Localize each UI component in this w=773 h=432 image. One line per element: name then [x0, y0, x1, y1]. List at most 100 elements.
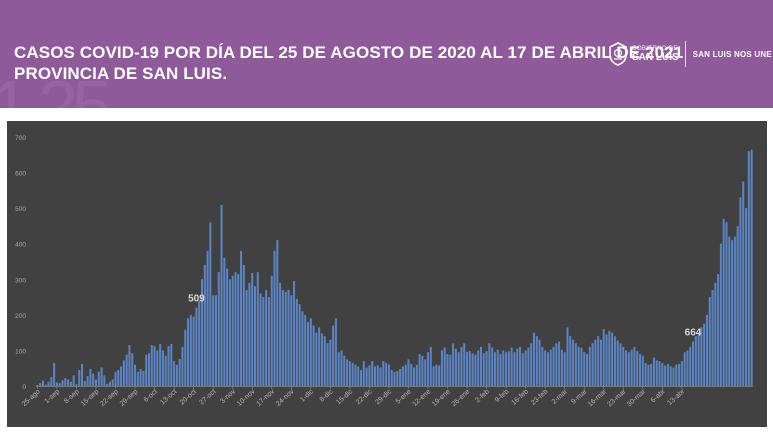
bar	[41, 380, 44, 386]
bar	[639, 353, 642, 386]
x-tick-label: 15-dic	[335, 388, 354, 406]
x-tick-label: 16-mar	[587, 388, 609, 408]
bar	[315, 332, 318, 386]
bar	[371, 361, 374, 386]
bar	[184, 329, 187, 386]
bar	[108, 381, 111, 386]
bar	[452, 343, 455, 386]
x-tick-label: 24-nov	[275, 388, 296, 408]
page-title: CASOS COVID-19 POR DÍA DEL 25 DE AGOSTO …	[14, 42, 683, 84]
x-tick-label: 2-mar	[551, 388, 570, 406]
bar	[438, 365, 441, 386]
bar	[120, 366, 123, 386]
bar	[309, 318, 312, 386]
bar	[267, 297, 270, 386]
bar	[474, 354, 477, 386]
y-tick-label: 700	[15, 135, 26, 142]
bar	[390, 369, 393, 386]
x-tick-label: 2-feb	[474, 388, 491, 404]
bar	[61, 380, 64, 386]
bar	[346, 359, 349, 386]
bar	[103, 375, 106, 386]
x-tick-label: 9-feb	[494, 388, 511, 404]
x-tick-label: 30-mar	[626, 388, 648, 408]
bar	[611, 332, 614, 386]
bar	[320, 333, 323, 386]
bar	[454, 348, 457, 386]
bar	[527, 347, 530, 386]
bar	[544, 350, 547, 386]
bar	[644, 362, 647, 386]
bar	[468, 351, 471, 386]
bar	[410, 363, 413, 386]
bar	[591, 343, 594, 386]
bar	[117, 369, 120, 386]
bar	[198, 300, 201, 386]
x-tick-label: 17-nov	[255, 388, 276, 408]
x-tick-label: 16-feb	[511, 388, 531, 407]
bar	[418, 353, 421, 386]
bar	[284, 291, 287, 386]
bar	[683, 352, 686, 386]
bar	[739, 197, 742, 386]
bar	[293, 281, 296, 386]
bar	[424, 359, 427, 386]
bar	[360, 369, 363, 386]
bar	[265, 289, 268, 386]
bar	[357, 366, 360, 386]
bar	[281, 289, 284, 386]
bar	[725, 222, 728, 386]
bar	[270, 275, 273, 386]
bar	[569, 336, 572, 386]
bar	[242, 265, 245, 386]
bar	[147, 353, 150, 386]
provincial-seal-icon	[609, 42, 627, 66]
bar	[178, 358, 181, 386]
x-tick-label: 15-sep	[80, 388, 101, 408]
x-tick-label: 23-mar	[606, 388, 628, 408]
bar	[675, 364, 678, 386]
bar	[396, 371, 399, 386]
bar	[248, 282, 251, 386]
bar	[563, 352, 566, 386]
bar	[209, 222, 212, 386]
x-tick-label: 29-sep	[119, 388, 140, 408]
bar	[254, 286, 257, 386]
bar	[619, 343, 622, 386]
bar	[39, 383, 42, 386]
bar	[457, 352, 460, 386]
bar	[81, 363, 84, 386]
bar	[290, 295, 293, 386]
bar	[560, 349, 563, 386]
bar	[429, 346, 432, 386]
bar	[616, 340, 619, 386]
bar	[471, 353, 474, 386]
bar	[552, 346, 555, 386]
bar	[463, 343, 466, 386]
bar	[58, 383, 61, 386]
bar	[259, 293, 262, 386]
logo-small-text: GOBIERNO DE	[632, 45, 678, 52]
bar	[237, 273, 240, 386]
bar	[650, 363, 653, 386]
bar	[142, 371, 145, 386]
bar	[510, 347, 513, 386]
bar	[652, 357, 655, 386]
bar	[669, 366, 672, 386]
bar	[273, 250, 276, 386]
bar	[736, 225, 739, 386]
bar	[181, 346, 184, 386]
bar	[69, 381, 72, 386]
bar	[50, 377, 53, 386]
x-tick-label: 13-abr	[666, 388, 686, 407]
bar	[664, 365, 667, 386]
bar	[460, 346, 463, 386]
bar	[245, 289, 248, 386]
bar	[134, 364, 137, 386]
bar	[382, 361, 385, 386]
bar	[477, 350, 480, 386]
bar	[580, 347, 583, 386]
bar	[167, 346, 170, 386]
bar	[555, 343, 558, 386]
x-tick-label: 22-sep	[99, 388, 120, 408]
